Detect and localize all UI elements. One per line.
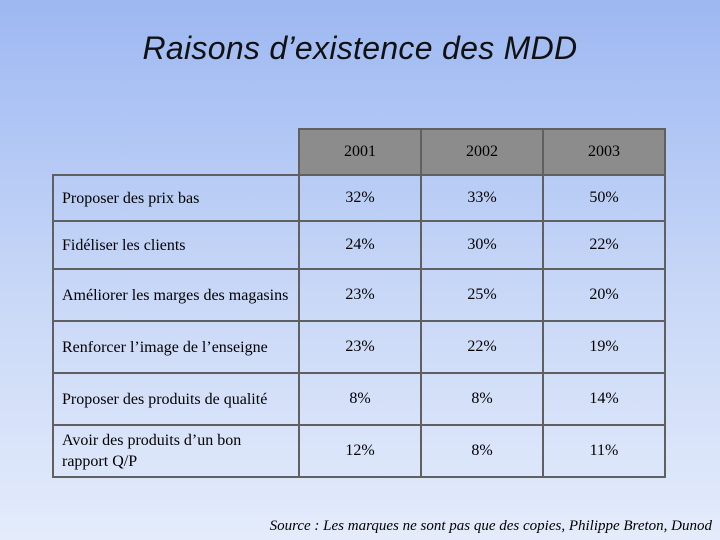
table-cell: 25%	[420, 268, 544, 322]
table-cell: 23%	[298, 268, 422, 322]
table-row: Améliorer les marges des magasins 23% 25…	[52, 268, 666, 322]
table-corner-cell	[53, 129, 300, 176]
table-row: Proposer des produits de qualité 8% 8% 1…	[52, 372, 666, 426]
row-label: Renforcer l’image de l’enseigne	[52, 320, 300, 374]
table-row: Proposer des prix bas 32% 33% 50%	[52, 174, 666, 222]
table-cell: 23%	[298, 320, 422, 374]
row-label: Avoir des produits d’un bon rapport Q/P	[52, 424, 300, 478]
table-cell: 11%	[542, 424, 666, 478]
year-header-2001: 2001	[298, 128, 422, 176]
slide-title: Raisons d’existence des MDD	[142, 30, 578, 66]
table-cell: 22%	[420, 320, 544, 374]
table-cell: 24%	[298, 220, 422, 270]
table-cell: 8%	[420, 372, 544, 426]
source-citation: Source : Les marques ne sont pas que des…	[269, 518, 712, 534]
year-header-2002: 2002	[420, 128, 544, 176]
table-cell: 19%	[542, 320, 666, 374]
row-label: Proposer des prix bas	[52, 174, 300, 222]
table-cell: 33%	[420, 174, 544, 222]
table-cell: 8%	[420, 424, 544, 478]
row-label: Améliorer les marges des magasins	[52, 268, 300, 322]
table-row: Renforcer l’image de l’enseigne 23% 22% …	[52, 320, 666, 374]
table-cell: 20%	[542, 268, 666, 322]
table-row: Avoir des produits d’un bon rapport Q/P …	[52, 424, 666, 478]
table-cell: 32%	[298, 174, 422, 222]
table-cell: 8%	[298, 372, 422, 426]
year-header-2003: 2003	[542, 128, 666, 176]
statistics-table: 2001 2002 2003 Proposer des prix bas 32%…	[52, 128, 666, 478]
table-cell: 12%	[298, 424, 422, 478]
table-header-row: 2001 2002 2003	[53, 128, 666, 176]
table-cell: 14%	[542, 372, 666, 426]
row-label: Proposer des produits de qualité	[52, 372, 300, 426]
table-cell: 22%	[542, 220, 666, 270]
table-cell: 50%	[542, 174, 666, 222]
row-label: Fidéliser les clients	[52, 220, 300, 270]
table-cell: 30%	[420, 220, 544, 270]
table-row: Fidéliser les clients 24% 30% 22%	[52, 220, 666, 270]
